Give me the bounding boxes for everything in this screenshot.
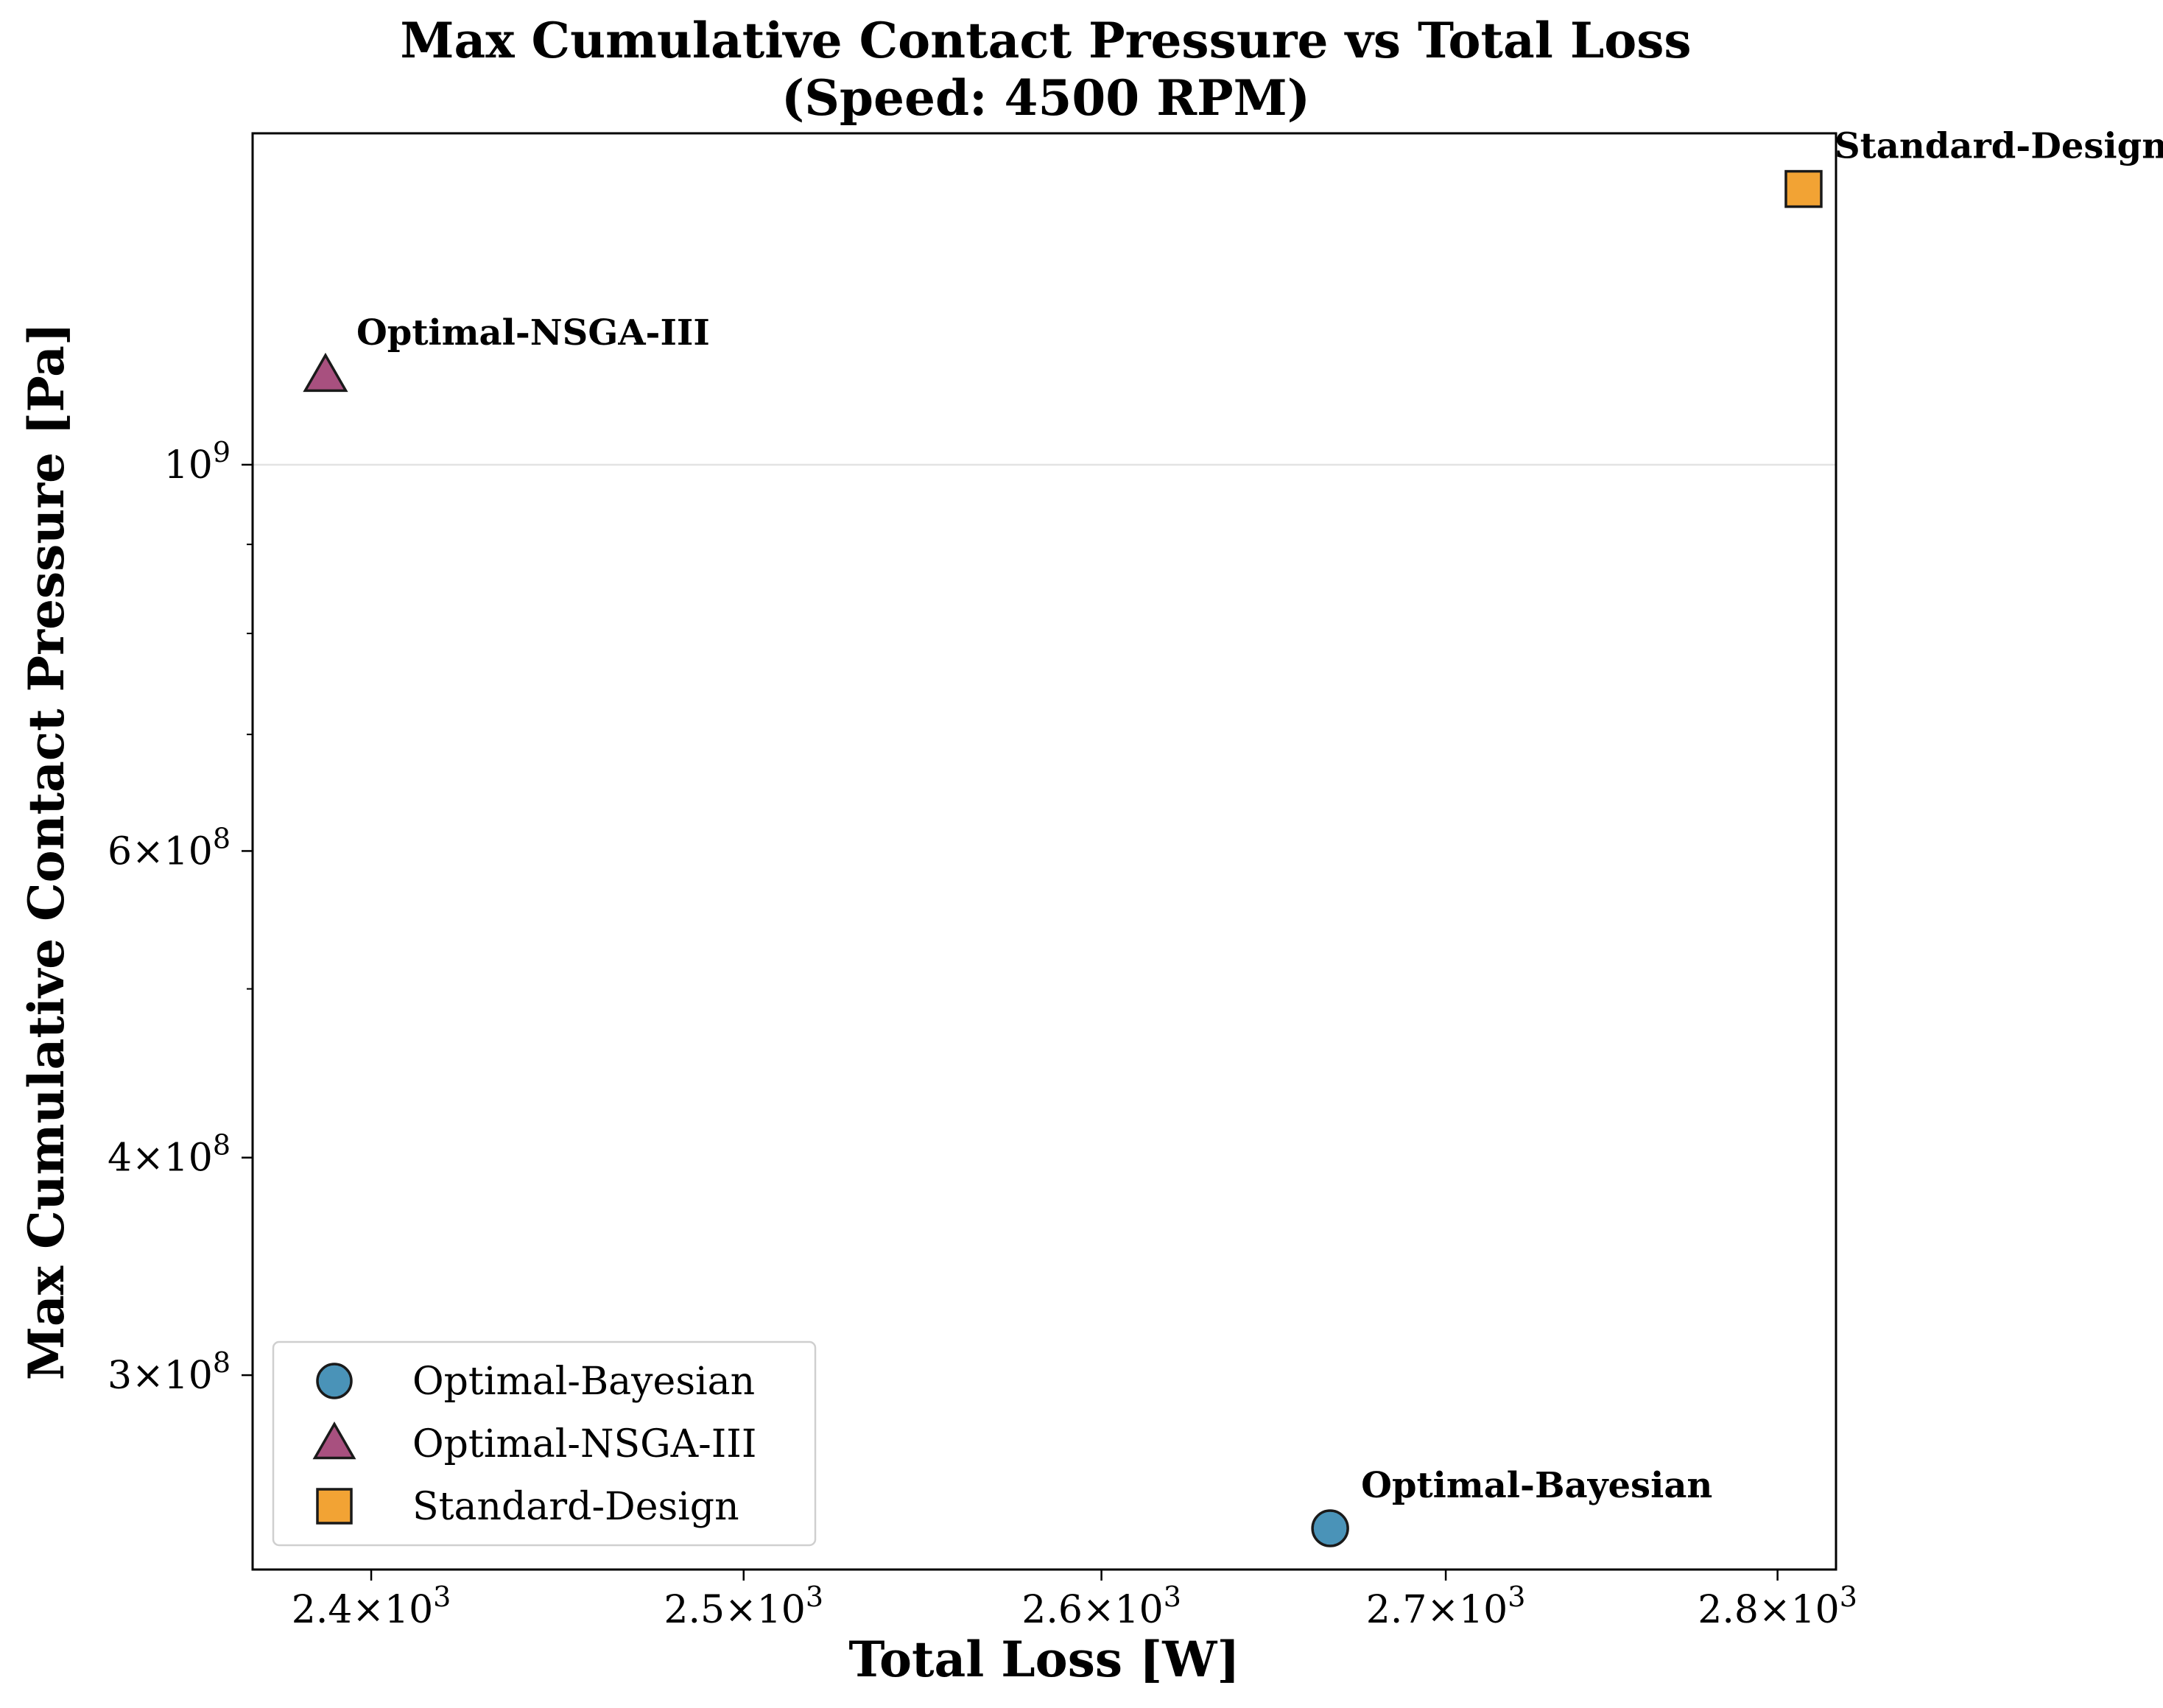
legend-marker [316, 1363, 353, 1399]
chart-title-line-2: (Speed: 4500 RPM) [781, 69, 1310, 127]
plot-frame [251, 132, 1837, 1571]
data-points: Optimal-Bayesian Optimal-NSGA-III Standard… [303, 126, 2163, 1547]
legend-marker [316, 1488, 353, 1525]
x-tick-label: 2.7×103 [1366, 1581, 1526, 1632]
point-label: Standard-Design [1835, 126, 2163, 167]
x-tick-label: 2.4×103 [292, 1581, 451, 1632]
point-label: Optimal-NSGA-III [356, 312, 710, 354]
y-tick-label: 109 [164, 436, 231, 488]
legend-label: Standard-Design [412, 1485, 739, 1529]
y-tick-label: 4×108 [108, 1129, 231, 1181]
y-tick-label: 3×108 [108, 1346, 231, 1398]
legend-label: Optimal-Bayesian [412, 1360, 755, 1404]
x-tick-label: 2.5×103 [664, 1581, 823, 1632]
chart-title-line-1: Max Cumulative Contact Pressure vs Total… [400, 12, 1691, 69]
point-optimal-bayesian [1311, 1509, 1349, 1547]
x-tick-label: 2.6×103 [1021, 1581, 1181, 1632]
legend-label: Optimal-NSGA-III [412, 1422, 756, 1466]
legend: Optimal-Bayesian Optimal-NSGA-III Standard… [272, 1340, 817, 1547]
legend-marker [312, 1421, 356, 1460]
axis-ticks: 109 6×108 4×108 3×108 2.4×103 2.5×103 2.6×103 2… [108, 436, 1857, 1632]
y-axis-label: Max Cumulative Contact Pressure [Pa] [18, 323, 75, 1380]
point-label: Optimal-Bayesian [1361, 1465, 1712, 1506]
point-standard-design [1784, 169, 1823, 208]
point-optimal-nsga-iii [303, 352, 348, 393]
chart-title: Max Cumulative Contact Pressure vs Total… [400, 12, 1691, 127]
y-tick-label: 6×108 [108, 822, 231, 874]
x-tick-label: 2.8×103 [1698, 1581, 1857, 1632]
legend-box [272, 1340, 817, 1547]
x-axis-label: Total Loss [W] [848, 1631, 1239, 1688]
